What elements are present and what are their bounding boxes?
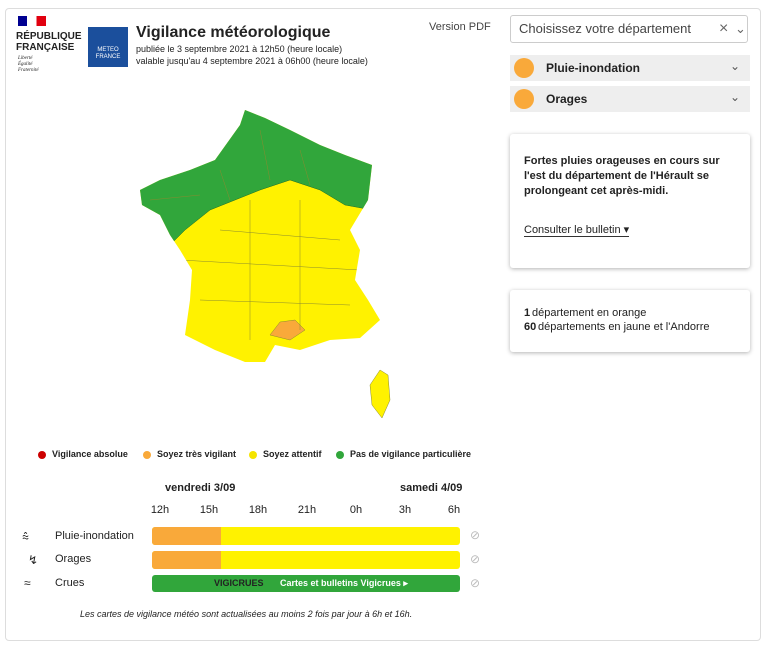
chevron: ⌄ xyxy=(735,21,746,36)
republic-line: RÉPUBLIQUE xyxy=(16,31,82,42)
published: publiée le 3 septembre 2021 à 12h50 (heu… xyxy=(136,44,343,54)
bulletin-text: Fortes pluies orageuses en cours sur l'e… xyxy=(524,155,720,197)
logo-line: METEO xyxy=(97,47,119,53)
storm-icon: ↯ xyxy=(28,553,39,567)
legend-label: Vigilance absolue xyxy=(52,449,128,459)
phenomenon-row[interactable]: Pluie-inondation ⌄ xyxy=(510,55,750,81)
hour-label: 12h xyxy=(150,504,170,516)
hide-icon[interactable]: ⊘ xyxy=(470,576,481,590)
map xyxy=(140,110,391,419)
motto-line: Fraternité xyxy=(18,68,39,73)
republic: RÉPUBLIQUE FRANÇAISE xyxy=(16,31,82,53)
frame xyxy=(5,8,761,641)
day-label: vendredi 3/09 xyxy=(165,482,236,494)
department-select[interactable]: Choisissez votre département × ⌄ xyxy=(510,15,748,43)
republic-line: FRANÇAISE xyxy=(16,42,75,53)
phenomenon-icon xyxy=(514,58,534,78)
legend-dot xyxy=(38,451,46,459)
meteo-logo: METEO FRANCE xyxy=(88,27,128,67)
phenomenon-icon xyxy=(514,89,534,109)
count-text: département en orange xyxy=(532,307,647,319)
motto-line: Liberté xyxy=(18,56,33,61)
bulletin-card: Fortes pluies orageuses en cours sur l'e… xyxy=(510,134,750,268)
hour-label: 18h xyxy=(248,504,268,516)
bulletin-link[interactable]: Consulter le bulletin ▾ xyxy=(524,224,630,237)
orange-segment xyxy=(152,527,221,545)
phenomenon-row[interactable]: Orages ⌄ xyxy=(510,86,750,112)
count-number: 60 xyxy=(524,321,537,333)
row-label: Crues xyxy=(55,577,85,589)
row-label: Orages xyxy=(55,553,92,565)
chevron: ⌄ xyxy=(730,59,741,73)
legend-dot xyxy=(143,451,151,459)
hour-label: 3h xyxy=(398,504,412,516)
day-label: samedi 4/09 xyxy=(400,482,463,494)
row-label: Pluie-inondation xyxy=(55,530,134,542)
hour-label: 0h xyxy=(349,504,363,516)
chevron: ⌄ xyxy=(730,90,741,104)
motto: Liberté Égalité Fraternité xyxy=(18,56,39,74)
flood-icon: ≈ xyxy=(24,576,31,590)
logo-line: FRANCE xyxy=(95,54,121,60)
link-text: Consulter le bulletin xyxy=(524,224,621,236)
pdf-link[interactable]: Version PDF xyxy=(429,21,491,33)
count-text: départements en jaune et l'Andorre xyxy=(538,321,710,333)
flag xyxy=(18,16,46,26)
valid: valable jusqu'au 4 septembre 2021 à 06h0… xyxy=(136,56,368,66)
hide-icon[interactable]: ⊘ xyxy=(470,528,481,542)
orange-segment xyxy=(152,551,221,569)
counts-card: 1 département en orange 60 départements en … xyxy=(510,290,750,352)
timeline-bar xyxy=(152,551,460,569)
footnote: Les cartes de vigilance météo sont actua… xyxy=(80,609,413,619)
hide-icon[interactable]: ⊘ xyxy=(470,552,481,566)
vigicrues-link: Cartes et bulletins Vigicrues ▸ xyxy=(280,578,408,588)
legend-label: Soyez très vigilant xyxy=(157,449,237,459)
rain-icon: ⩯ xyxy=(22,530,30,544)
legend-dot xyxy=(249,451,257,459)
title: Vigilance météorologique xyxy=(136,24,331,41)
hour-label: 15h xyxy=(199,504,219,516)
phenomenon-label: Orages xyxy=(546,92,588,106)
timeline-bar xyxy=(152,527,460,545)
legend-label: Pas de vigilance particulière xyxy=(350,449,472,459)
motto-line: Égalité xyxy=(18,62,33,67)
clear-button[interactable]: × xyxy=(719,20,729,37)
placeholder: Choisissez votre département xyxy=(519,21,691,36)
vigicrues-button[interactable]: VIGICRUES Cartes et bulletins Vigicrues ▸ xyxy=(152,575,460,592)
vigicrues-logo: VIGICRUES xyxy=(214,578,264,588)
legend-dot xyxy=(336,451,344,459)
phenomenon-label: Pluie-inondation xyxy=(546,61,640,75)
count-number: 1 xyxy=(524,307,531,319)
legend-label: Soyez attentif xyxy=(263,449,322,459)
hour-label: 21h xyxy=(297,504,317,516)
hour-label: 6h xyxy=(447,504,461,516)
